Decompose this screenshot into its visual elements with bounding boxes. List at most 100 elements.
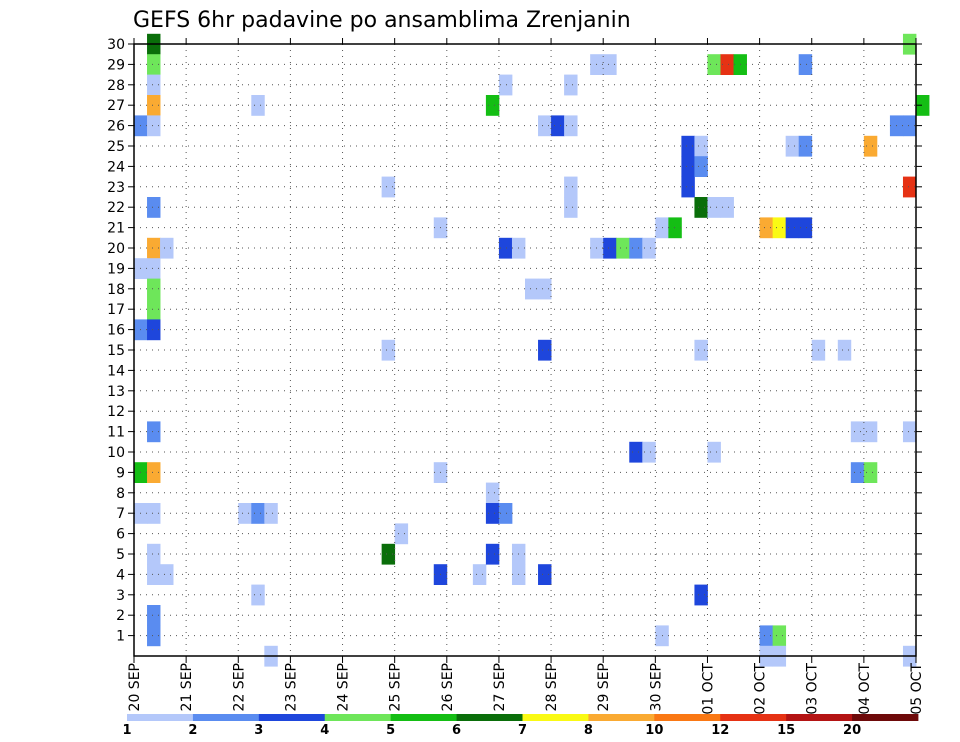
heatmap-cell-23 (147, 605, 161, 626)
heatmap-cell-60 (603, 54, 617, 75)
colorbar-swatch-8 (588, 714, 655, 721)
x-tick-label: 22 SEP (231, 663, 247, 711)
heatmap-cell-82 (720, 54, 734, 75)
y-tick-label: 12 (107, 404, 125, 420)
y-tick-label: 2 (116, 608, 125, 624)
x-tick-label: 23 SEP (283, 663, 299, 711)
heatmap-cell-24 (147, 625, 161, 647)
heatmap-cell-94 (798, 135, 813, 157)
colorbar-swatch-3 (258, 714, 326, 721)
y-tick-label: 1 (116, 629, 125, 645)
heatmap-cell-109 (916, 95, 930, 116)
heatmap-cell-99 (863, 135, 878, 157)
y-tick-label: 8 (116, 486, 125, 502)
heatmap-cell-26 (238, 503, 252, 524)
heatmap-cell-73 (681, 176, 695, 198)
chart-title: GEFS 6hr padavine po ansamblima Zrenjani… (133, 8, 631, 33)
heatmap-cell-27 (251, 503, 265, 524)
y-tick-label: 5 (116, 547, 125, 563)
heatmap-cells (134, 33, 930, 667)
y-tick-label: 19 (107, 261, 125, 277)
heatmap-cell-77 (694, 339, 708, 361)
colorbar-label: 6 (452, 723, 461, 738)
colorbar-label: 4 (320, 723, 329, 738)
heatmap-cell-41 (485, 543, 500, 565)
colorbar-swatch-5 (390, 714, 457, 721)
colorbar-label: 15 (777, 723, 795, 738)
heatmap-cell-104 (902, 115, 917, 137)
x-tick-label: 02 OCT (753, 663, 769, 715)
y-tick-label: 20 (107, 241, 125, 257)
heatmap-cell-64 (629, 237, 643, 259)
colorbar-label: 10 (645, 723, 663, 738)
heatmap-cell-86 (759, 625, 774, 647)
y-tick-label: 6 (116, 527, 125, 543)
heatmap-cell-101 (863, 421, 878, 443)
heatmap-cell-92 (785, 217, 800, 239)
y-tick-label: 17 (107, 302, 125, 318)
colorbar-swatch-10 (720, 714, 787, 721)
colorbar-swatch-9 (654, 714, 721, 721)
y-tick-label: 9 (116, 465, 125, 481)
gridlines (134, 44, 916, 656)
heatmap-cell-2 (147, 74, 161, 96)
x-tick-label: 03 OCT (805, 663, 821, 715)
heatmap-cell-5 (147, 115, 161, 137)
heatmap-cell-52 (551, 115, 565, 137)
heatmap-cell-74 (694, 135, 708, 157)
heatmap-cell-106 (902, 176, 917, 198)
colorbar-swatch-2 (192, 714, 260, 721)
heatmap-cell-43 (498, 503, 513, 524)
colorbar-label: 7 (518, 723, 527, 738)
heatmap-cell-42 (485, 503, 500, 524)
colorbar-swatch-1 (127, 714, 194, 721)
heatmap-cell-102 (863, 462, 878, 483)
heatmap-cell-85 (759, 217, 774, 239)
x-axis: 20 SEP 21 SEP 22 SEP 23 SEP 24 SEP 25 SEP 26 S… (127, 38, 925, 715)
x-tick-label: 04 OCT (857, 663, 873, 715)
x-tick-label: 26 SEP (440, 663, 456, 711)
heatmap-cell-6 (147, 197, 161, 218)
heatmap-cell-14 (147, 319, 161, 341)
heatmap-cell-98 (850, 462, 865, 483)
heatmap-cell-58 (564, 197, 578, 218)
heatmap-cell-49 (525, 278, 539, 300)
colorbar-label: 1 (122, 723, 131, 738)
heatmap-cell-22 (160, 564, 174, 585)
heatmap-cell-21 (147, 564, 161, 585)
colorbar-swatch-7 (522, 714, 589, 721)
heatmap-cell-50 (538, 278, 552, 300)
y-tick-label: 10 (107, 445, 125, 461)
colorbar-swatch-6 (456, 714, 523, 721)
heatmap-cell-7 (147, 237, 161, 259)
heatmap-cell-19 (147, 503, 161, 524)
heatmap-cell-38 (472, 564, 487, 585)
heatmap-cell-71 (681, 135, 695, 157)
heatmap-cell-67 (642, 441, 656, 463)
heatmap-cell-66 (629, 441, 643, 463)
heatmap-cell-20 (147, 543, 161, 565)
y-tick-label: 16 (107, 323, 125, 339)
colorbar-label: 12 (711, 723, 729, 738)
heatmap-cell-8 (160, 237, 174, 259)
heatmap-cell-55 (538, 564, 552, 585)
heatmap-cell-80 (707, 197, 721, 218)
heatmap-cell-88 (772, 217, 787, 239)
heatmap-cell-17 (147, 462, 161, 483)
heatmap-cell-95 (798, 217, 813, 239)
x-tick-label: 21 SEP (179, 663, 195, 711)
heatmap-cell-97 (837, 339, 852, 361)
y-tick-label: 22 (107, 200, 125, 216)
heatmap-cell-79 (707, 54, 721, 75)
y-tick-label: 28 (107, 78, 125, 94)
heatmap-cell-89 (772, 625, 787, 647)
y-tick-label: 26 (107, 119, 125, 135)
heatmap-cell-10 (147, 258, 161, 279)
colorbar: 1 2 3 4 5 6 7 8 10 12 15 20 (122, 714, 919, 738)
y-tick-label: 29 (107, 57, 125, 73)
heatmap-cell-1 (147, 54, 161, 75)
x-tick-label: 30 SEP (648, 663, 664, 711)
colorbar-label: 20 (843, 723, 861, 738)
y-tick-label: 15 (107, 343, 125, 359)
heatmap-cell-11 (147, 278, 161, 300)
